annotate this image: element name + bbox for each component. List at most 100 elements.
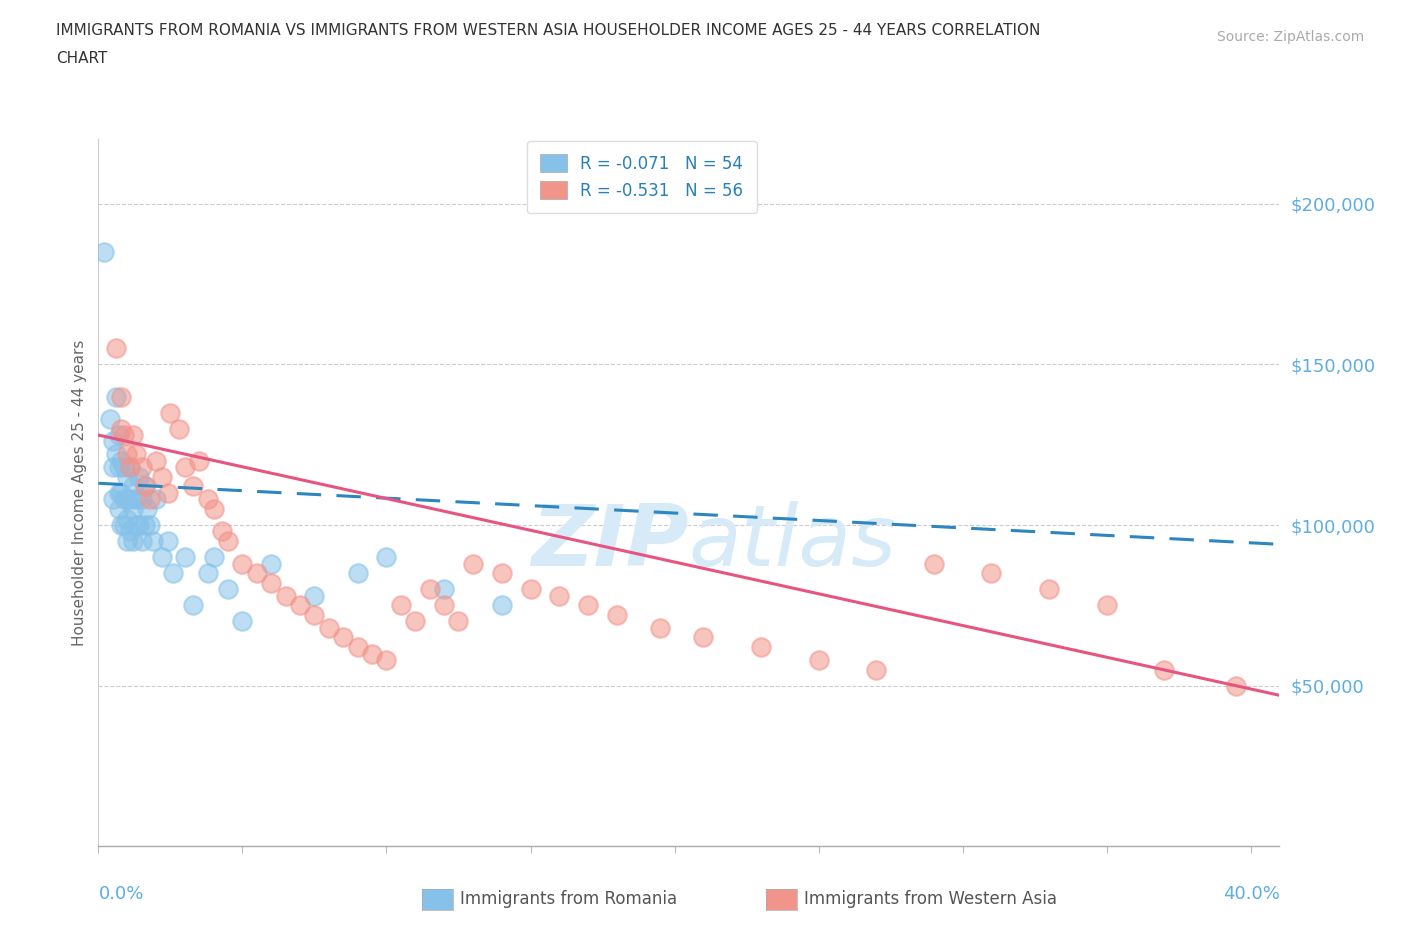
Point (419, 582, 441, 597)
Point (217, 534, 239, 549)
Point (136, 501, 159, 516)
Point (183, 479, 205, 494)
Text: ZIP: ZIP (531, 501, 689, 584)
Point (107, 501, 129, 516)
Point (128, 518, 150, 533)
Point (433, 582, 456, 597)
Point (260, 576, 283, 591)
Point (131, 534, 153, 549)
Point (120, 459, 142, 474)
Point (112, 459, 135, 474)
Text: 40.0%: 40.0% (1223, 885, 1279, 903)
Text: atlas: atlas (689, 501, 897, 584)
Point (318, 620, 340, 635)
Point (692, 630, 714, 644)
Text: 0.0%: 0.0% (98, 885, 143, 903)
Point (211, 524, 233, 538)
Point (112, 492, 135, 507)
Point (1153, 662, 1175, 677)
Point (375, 653, 398, 668)
Point (131, 459, 153, 474)
Point (188, 453, 211, 468)
Point (749, 640, 772, 655)
Point (404, 614, 426, 629)
Point (145, 453, 167, 468)
Point (107, 428, 129, 443)
Point (260, 556, 283, 571)
Point (202, 501, 225, 516)
Point (202, 550, 225, 565)
Point (110, 518, 132, 533)
Y-axis label: Householder Income Ages 25 - 44 years: Householder Income Ages 25 - 44 years (72, 339, 87, 646)
Point (104, 447, 127, 462)
Point (865, 662, 887, 677)
Point (107, 485, 129, 500)
Text: CHART: CHART (56, 51, 108, 66)
Point (115, 512, 138, 526)
Point (288, 598, 311, 613)
Point (304, 607, 326, 622)
Point (606, 607, 628, 622)
Point (461, 556, 484, 571)
Point (183, 598, 205, 613)
Point (122, 534, 145, 549)
Point (110, 389, 132, 404)
Point (139, 518, 162, 533)
Point (134, 479, 156, 494)
Point (142, 534, 165, 549)
Point (332, 630, 354, 644)
Point (433, 598, 456, 613)
Text: Immigrants from Western Asia: Immigrants from Western Asia (804, 890, 1057, 909)
Point (128, 470, 150, 485)
Point (167, 421, 190, 436)
Point (576, 598, 599, 613)
Point (980, 565, 1002, 580)
Point (519, 582, 541, 597)
Point (139, 492, 162, 507)
Point (93, 245, 115, 259)
Point (150, 470, 173, 485)
Point (134, 479, 156, 494)
Point (922, 556, 945, 571)
Point (104, 389, 127, 404)
Point (197, 565, 219, 580)
Point (101, 459, 124, 474)
Point (98, 412, 121, 427)
Point (361, 646, 384, 661)
Point (131, 492, 153, 507)
Point (104, 341, 127, 356)
Point (145, 492, 167, 507)
Point (115, 534, 138, 549)
Point (156, 485, 179, 500)
Text: Source: ZipAtlas.com: Source: ZipAtlas.com (1216, 30, 1364, 44)
Point (120, 492, 142, 507)
Point (197, 492, 219, 507)
Point (122, 428, 145, 443)
Point (110, 421, 132, 436)
Legend: R = -0.071   N = 54, R = -0.531   N = 56: R = -0.071 N = 54, R = -0.531 N = 56 (527, 140, 756, 213)
Point (217, 582, 239, 597)
Point (650, 620, 672, 635)
Point (1095, 598, 1118, 613)
Point (548, 589, 571, 604)
Point (115, 470, 138, 485)
Point (122, 501, 145, 516)
Point (112, 428, 135, 443)
Point (110, 453, 132, 468)
Point (1038, 582, 1060, 597)
Point (231, 556, 253, 571)
Point (346, 565, 368, 580)
Point (447, 614, 470, 629)
Point (346, 640, 368, 655)
Point (159, 405, 181, 420)
Point (150, 550, 173, 565)
Point (115, 492, 138, 507)
Point (156, 534, 179, 549)
Point (101, 434, 124, 449)
Point (101, 492, 124, 507)
Point (107, 459, 129, 474)
Text: Immigrants from Romania: Immigrants from Romania (460, 890, 676, 909)
Point (274, 589, 297, 604)
Point (125, 447, 148, 462)
Point (491, 598, 513, 613)
